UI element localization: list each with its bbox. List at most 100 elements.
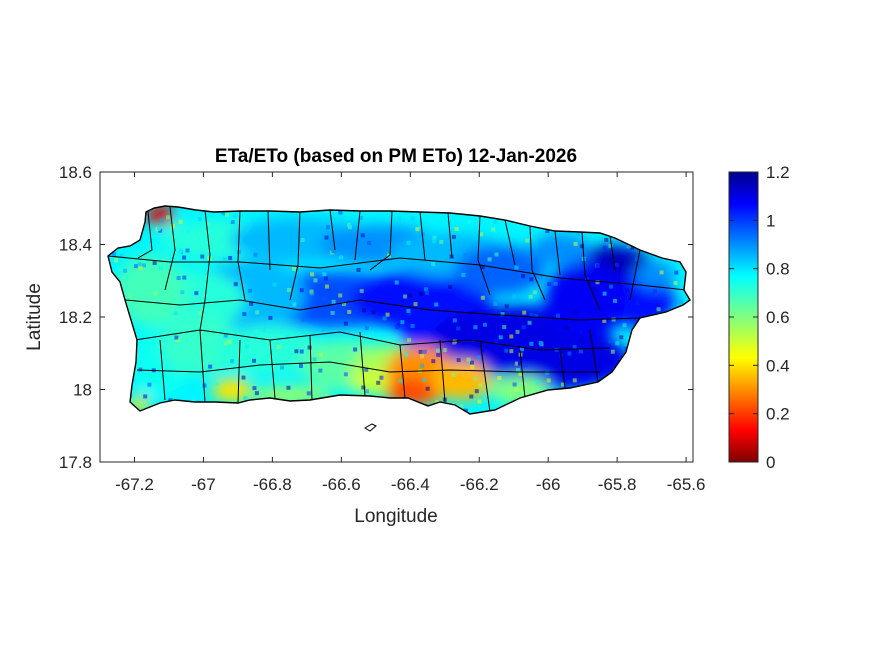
heatmap-cell [310, 272, 315, 277]
heatmap-cell [254, 391, 259, 396]
heatmap-region [455, 245, 545, 295]
heatmap-cell [395, 325, 399, 330]
heatmap-cell [463, 253, 468, 258]
y-axis-label: Latitude [24, 283, 45, 351]
heatmap-cell [420, 363, 425, 368]
heatmap-cell [249, 301, 254, 306]
heatmap-cell [191, 396, 196, 401]
municipality-boundary [504, 219, 516, 266]
heatmap-cell [422, 349, 427, 354]
heatmap-cell [227, 217, 232, 222]
heatmap-cell [203, 282, 208, 287]
heatmap-cell [452, 318, 457, 323]
municipality-boundary [159, 339, 166, 401]
municipality-boundary [609, 235, 616, 271]
municipality-boundary [137, 211, 153, 259]
heatmap-cell [255, 334, 260, 339]
heatmap-cell [364, 326, 369, 331]
municipality-boundary [629, 249, 641, 301]
heatmap-region [215, 325, 325, 375]
heatmap-cell [128, 294, 133, 299]
heatmap-cell [431, 261, 436, 266]
heatmap-cell [176, 276, 181, 281]
heatmap-cell [521, 274, 526, 279]
heatmap-cell [458, 404, 463, 409]
heatmap-cell [595, 263, 600, 268]
heatmap-cell [403, 294, 408, 299]
heatmap-cell [514, 265, 519, 270]
heatmap-cell [578, 337, 583, 342]
heatmap-cell [318, 368, 323, 373]
municipality-boundary [519, 349, 526, 399]
heatmap-cell [451, 372, 456, 377]
heatmap-cell [186, 230, 191, 235]
colorbar-ticks: 0 0.2 0.4 0.6 0.8 1 1.2 [729, 163, 790, 472]
heatmap-cell [415, 227, 420, 232]
heatmap-cell [434, 302, 439, 307]
heatmap-cell [324, 235, 329, 240]
heatmap-region [146, 206, 174, 225]
heatmap-cell [578, 330, 583, 335]
heatmap-cell [527, 320, 532, 325]
heatmap-cell [422, 377, 427, 382]
heatmap-cell [180, 290, 185, 295]
heatmap-cell [143, 394, 148, 399]
heatmap-region [530, 234, 590, 266]
colorbar-tick-label: 1.2 [766, 163, 790, 182]
heatmap-cell [435, 348, 440, 353]
heatmap-cell [347, 309, 352, 314]
heatmap-cell [347, 225, 352, 230]
heatmap-cell [338, 293, 343, 298]
heatmap-cell [300, 317, 305, 322]
heatmap-cell [583, 376, 588, 381]
heatmap-cell [456, 326, 461, 331]
heatmap-cell [353, 347, 358, 352]
heatmap-cell [578, 349, 583, 354]
heatmap-cell [518, 361, 523, 366]
heatmap-cell [595, 280, 600, 285]
heatmap-cell [358, 215, 363, 220]
heatmap-cell [572, 378, 577, 383]
heatmap-cell [313, 278, 318, 283]
heatmap-cell [613, 298, 618, 303]
heatmap-cell [537, 308, 542, 313]
heatmap-cell [410, 323, 415, 328]
municipality-boundary [559, 349, 566, 389]
heatmap-cell [361, 385, 366, 390]
heatmap-cell [431, 359, 436, 364]
heatmap-cell [572, 344, 577, 349]
y-tick-label: 18 [73, 381, 92, 400]
heatmap-cell [206, 222, 211, 227]
municipality-boundary [124, 299, 641, 321]
heatmap-cell [477, 399, 482, 404]
municipality-boundary [136, 361, 600, 373]
heatmap-cell [261, 328, 266, 333]
heatmap-cell [197, 310, 202, 315]
heatmap-cell [512, 382, 517, 387]
heatmap-cell [251, 358, 256, 363]
municipality-boundary [447, 212, 453, 259]
heatmap-cell [521, 325, 526, 330]
heatmap-cell [494, 252, 499, 257]
heatmap-cell [482, 322, 487, 327]
municipality-boundary [237, 339, 241, 404]
heatmap-cell [406, 308, 411, 313]
heatmap-cell [547, 282, 552, 287]
heatmap-cell [133, 367, 138, 372]
heatmap-cell [174, 335, 179, 340]
heatmap-cell [439, 239, 444, 244]
heatmap-cell [364, 367, 369, 372]
heatmap-cell [133, 264, 138, 269]
heatmap-cell [182, 275, 187, 280]
heatmap-cell [178, 219, 183, 224]
heatmap-cell [343, 321, 348, 326]
heatmap-cell [448, 284, 453, 289]
heatmap-cell [652, 289, 657, 294]
heatmap-cell [480, 264, 485, 269]
heatmap-cell [480, 348, 485, 353]
heatmap-cell [635, 301, 640, 306]
heatmap-cell [142, 263, 147, 268]
heatmap-cell [608, 243, 613, 248]
heatmap-cell [473, 325, 478, 330]
heatmap-cell [493, 301, 498, 306]
